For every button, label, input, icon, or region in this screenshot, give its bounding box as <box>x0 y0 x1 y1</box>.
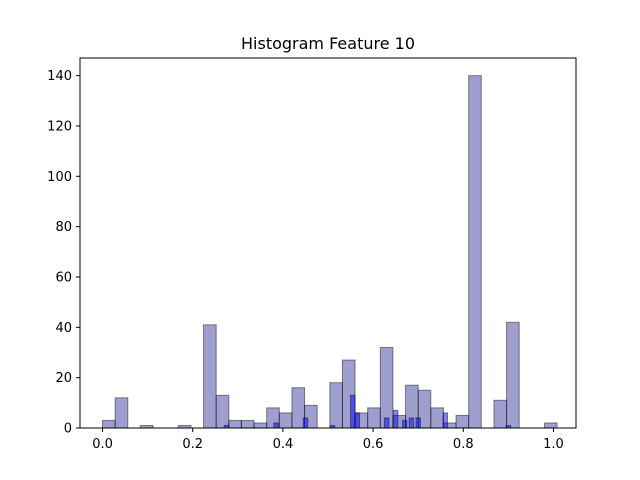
histogram-bar <box>350 394 356 429</box>
histogram-bar <box>273 422 279 429</box>
histogram-bar <box>102 419 116 429</box>
histogram-bar <box>379 346 394 429</box>
histogram-bar <box>367 407 381 429</box>
histogram-bar <box>543 422 558 429</box>
histogram-bar <box>114 397 129 429</box>
histogram-bar <box>493 399 508 429</box>
y-axis: 0 20 40 60 80 100 120 140 <box>47 69 80 437</box>
histogram-bar <box>215 394 230 429</box>
histogram-bar <box>442 412 448 429</box>
x-tick-label: 0.0 <box>92 437 113 452</box>
y-tick-label: 120 <box>47 119 72 134</box>
plot-area-frame <box>79 57 577 429</box>
histogram-bar <box>430 407 444 429</box>
histogram-bar <box>329 382 343 429</box>
histogram-bar <box>240 419 255 429</box>
y-tick-label: 20 <box>55 371 72 386</box>
histogram-bar <box>291 387 306 429</box>
y-tick-label: 140 <box>47 69 72 84</box>
y-tick-label: 40 <box>55 321 72 336</box>
y-tick-label: 60 <box>55 270 72 285</box>
histogram-bar <box>415 417 421 429</box>
histogram-bar <box>506 321 520 429</box>
histogram-bar <box>455 414 470 429</box>
histogram-bar <box>408 417 415 429</box>
x-tick-label: 0.2 <box>182 437 203 452</box>
histogram-bar <box>468 75 482 429</box>
y-tick-label: 0 <box>64 422 72 437</box>
bars-layer <box>102 75 558 429</box>
x-tick-label: 1.0 <box>543 437 564 452</box>
histogram-bar <box>203 324 217 429</box>
chart-title: Histogram Feature 10 <box>241 34 415 53</box>
histogram-bar <box>392 409 399 429</box>
histogram-bar <box>401 419 408 429</box>
histogram-bar <box>278 412 293 429</box>
histogram-bar <box>302 417 309 429</box>
histogram-bar <box>253 422 268 429</box>
x-tick-label: 0.6 <box>363 437 384 452</box>
x-tick-label: 0.4 <box>273 437 294 452</box>
x-axis: 0.0 0.2 0.4 0.6 0.8 1.0 <box>92 428 564 452</box>
y-tick-label: 80 <box>55 220 72 235</box>
x-tick-label: 0.8 <box>453 437 474 452</box>
histogram-bar <box>383 417 390 429</box>
y-tick-label: 100 <box>47 170 72 185</box>
histogram-bar <box>228 419 242 429</box>
histogram-bar <box>354 412 361 429</box>
